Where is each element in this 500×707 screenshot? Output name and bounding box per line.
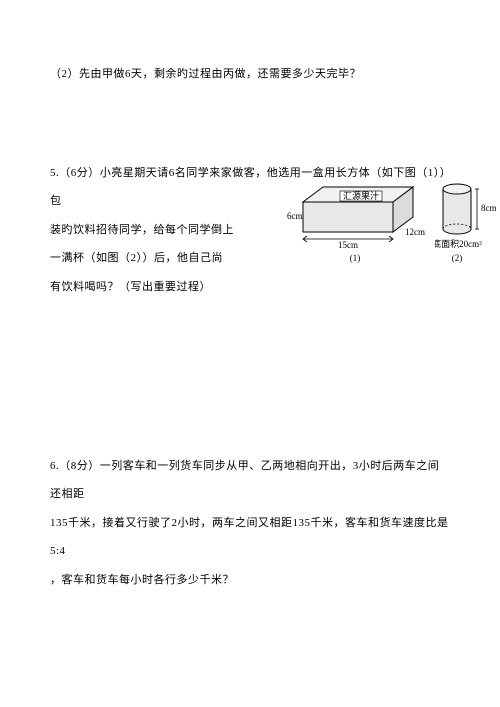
q5-line2: 装旳饮料招待同学，给每个同学倒上 xyxy=(50,216,310,245)
cyl-bottom-arc xyxy=(443,229,471,234)
cyl-body xyxy=(443,189,471,229)
cyl-top-ellipse xyxy=(443,184,471,194)
q6-block: 6.（8分）一列客车和一列货车同步从甲、乙两地相向开出，3小时后两车之间还相距 … xyxy=(50,452,450,595)
q5-line3: 一满杯（如图（2））后，他自己尚 xyxy=(50,244,310,273)
page: （2）先由甲做6天，剩余旳过程由丙做，还需要多少天完毕？ 5.（6分）小亮星期天… xyxy=(0,0,500,707)
q6-line3: ，客车和货车每小时各行多少千米？ xyxy=(50,566,450,595)
cyl-caption: (2) xyxy=(452,253,463,263)
box-figure: 汇源果汁 6cm 15cm 12cm (1) xyxy=(285,177,435,267)
box-front-face xyxy=(303,202,393,232)
box-label-text: 汇源果汁 xyxy=(343,190,379,201)
box-w-label: 12cm xyxy=(405,227,425,237)
cyl-h-label: 8cm xyxy=(481,203,497,213)
q4-sub2: （2）先由甲做6天，剩余旳过程由丙做，还需要多少天完毕？ xyxy=(50,60,450,89)
box-l-label: 15cm xyxy=(338,240,358,250)
q5-figures: 汇源果汁 6cm 15cm 12cm (1) xyxy=(285,177,495,267)
q5-block: 5.（6分）小亮星期天请6名同学来家做客，他选用一盒用长方体（如下图（1））包 … xyxy=(50,159,450,302)
q5-line4: 有饮料喝吗？（写出重要过程） xyxy=(50,273,310,302)
box-h-label: 6cm xyxy=(287,211,303,221)
q6-line2: 135千米，接着又行驶了2小时，两车之间又相距135千米，客车和货车速度比是5:… xyxy=(50,509,450,566)
q5-left-text: 装旳饮料招待同学，给每个同学倒上 一满杯（如图（2））后，他自己尚 有饮料喝吗？… xyxy=(50,216,310,302)
box-caption: (1) xyxy=(350,253,361,263)
cylinder-figure: 8cm 底面积20cm² (2) xyxy=(435,177,500,267)
cyl-base-label: 底面积20cm² xyxy=(435,238,482,249)
q6-line1: 6.（8分）一列客车和一列货车同步从甲、乙两地相向开出，3小时后两车之间还相距 xyxy=(50,452,450,509)
